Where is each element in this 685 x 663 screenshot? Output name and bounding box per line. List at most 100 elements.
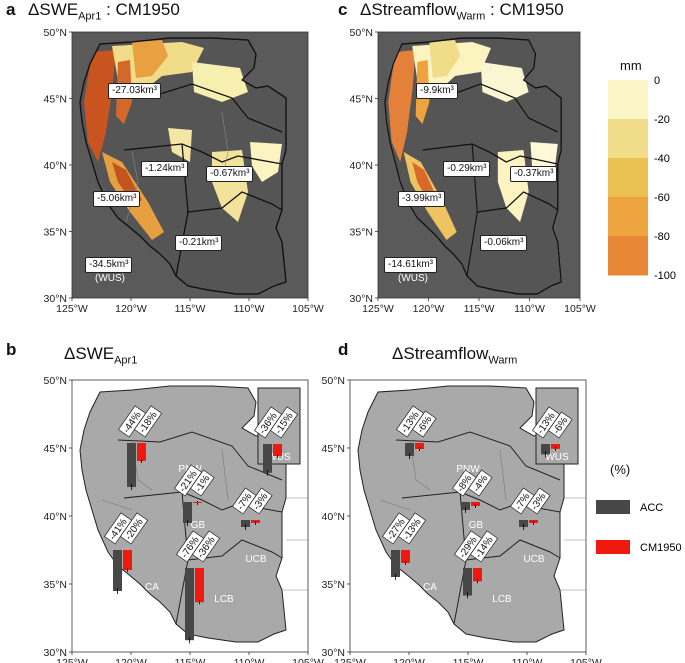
bar-acc-lcb (185, 568, 194, 641)
panel-a-title-main: ΔSWE (28, 0, 79, 19)
map-a-lon-tick: 125°W (56, 303, 88, 315)
map-b-lon-tick: 120°W (115, 657, 147, 663)
colorbar-tick: -40 (654, 153, 670, 165)
bar-cm1950-pnw (415, 443, 424, 449)
map-a-label-gb: -1.24km³ (141, 161, 189, 177)
region-name-wus: WUS (545, 452, 569, 463)
region-name-gb: GB (469, 520, 484, 531)
map-b-lat-tick: 45°N (44, 443, 67, 455)
map-b-lat-tick: 30°N (44, 647, 67, 659)
panel-c-title: ΔStreamflowWarm : CM1950 (360, 0, 564, 22)
panel-a-title-sub: Apr1 (78, 10, 102, 23)
colorbar-segment (608, 197, 648, 237)
colorbar-tick: -100 (654, 270, 676, 282)
legend: ACC CM1950 (596, 500, 682, 554)
map-a-lon-tick: 120°W (115, 303, 147, 315)
map-b-lon-tick: 105°W (292, 657, 324, 663)
bar-acc-ca (113, 550, 122, 591)
panel-d-title-sub: Warm (488, 354, 518, 367)
map-a (72, 32, 308, 298)
map-a-lon-tick: 105°W (292, 303, 324, 315)
colorbar-segment (608, 236, 648, 276)
map-c-label-pnw: -9.9km³ (416, 83, 458, 99)
map-c-lat-tick: 35°N (350, 227, 373, 239)
bar-acc-gb (183, 502, 192, 523)
colorbar-tick: -60 (654, 192, 670, 204)
map-a-label-pnw: -27.03km³ (108, 83, 162, 99)
colorbar-tick: -80 (654, 231, 670, 243)
map-a-lat-tick: 30°N (44, 293, 67, 305)
map-c-lon-tick: 120°W (413, 303, 445, 315)
map-d-lat-tick: 50°N (322, 375, 345, 387)
map-c-lat-tick: 30°N (350, 293, 373, 305)
bar-marks: WUS-44%-18%-21%-1%-7%-3%-41%-20%-76%-36%… (103, 387, 579, 644)
panel-letter-d: d (338, 340, 349, 359)
map-c-streamflow-change (388, 40, 558, 240)
map-c-lon-tick: 110°W (514, 303, 545, 315)
colorbar-tick: 0 (654, 75, 660, 87)
panel-a-title: ΔSWEApr1 : CM1950 (28, 0, 180, 22)
map-a-label-ucb: -0.67km³ (206, 166, 254, 182)
map-c-label-wus: -14.61km³ (384, 257, 438, 273)
map-c-label-ucb: -0.37km³ (510, 166, 558, 182)
map-a-label-lcb: -0.21km³ (175, 235, 223, 251)
bar-cm1950-wus (551, 444, 560, 449)
panel-d-title-main: ΔStreamflow (392, 344, 489, 363)
panel-c-title-main: ΔStreamflow (360, 0, 457, 19)
region-name-ucb: UCB (523, 554, 544, 565)
map-c-label-lcb: -0.06km³ (480, 235, 528, 251)
legend-label-acc: ACC (640, 502, 663, 514)
map-a-lat-tick: 50°N (44, 27, 67, 39)
legend-swatch-acc (596, 500, 630, 514)
region-name-pnw: PNW (456, 464, 480, 475)
region-name-gb: GB (191, 520, 206, 531)
map-c-label-wus-tag: (WUS) (398, 273, 428, 284)
region-name-ucb: UCB (245, 554, 266, 565)
map-a-lat-tick: 45°N (44, 94, 67, 106)
map-c-lat-tick: 45°N (350, 94, 373, 106)
region-name-ca: CA (423, 582, 437, 593)
bar-cm1950-ca (401, 550, 410, 563)
map-c-lat-tick: 40°N (350, 160, 373, 172)
map-d-lat-tick: 35°N (322, 579, 345, 591)
map-c-lon-tick: 105°W (564, 303, 596, 315)
panel-letter-b: b (6, 340, 17, 359)
colorbar-segment (608, 119, 648, 159)
map-a-lon-tick: 115°W (175, 303, 206, 315)
region-name-lcb: LCB (492, 594, 512, 605)
map-a-lat-tick: 40°N (44, 160, 67, 172)
map-d-lon-tick: 120°W (393, 657, 425, 663)
map-a-label-ca: -5.06km³ (93, 191, 141, 207)
bar-acc-wus (263, 444, 272, 473)
panel-a-title-suffix: : CM1950 (101, 0, 180, 19)
map-a-lat-tick: 35°N (44, 227, 67, 239)
colorbar-unit: mm (620, 58, 642, 73)
region-name-lcb: LCB (214, 594, 234, 605)
map-d-lat-tick: 30°N (322, 647, 345, 659)
bar-acc-ca (391, 550, 400, 577)
bar-acc-ucb (241, 520, 250, 527)
panel-b-title-main: ΔSWE (64, 344, 115, 363)
bar-cm1950-ca (123, 550, 132, 570)
map-c-label-ca: -3.99km³ (398, 191, 446, 207)
map-d-lon-tick: 125°W (334, 657, 366, 663)
legend-label-cm1950: CM1950 (640, 542, 682, 554)
panel-letter-c: c (338, 0, 348, 19)
map-a-label-wus: -34.5km³ (85, 257, 133, 273)
region-name-ca: CA (145, 582, 159, 593)
colorbar-segment (608, 158, 648, 198)
map-c-lon-tick: 125°W (362, 303, 394, 315)
map-a-label-wus-tag: (WUS) (95, 273, 125, 284)
bar-acc-gb (461, 502, 470, 510)
map-d-lat-tick: 45°N (322, 443, 345, 455)
region-name-wus: WUS (267, 452, 291, 463)
map-b-lon-tick: 115°W (175, 657, 206, 663)
colorbar: 0 -20 -40 -60 -80 -100 (608, 75, 676, 282)
map-d-lat-tick: 40°N (322, 511, 345, 523)
panel-b-title-sub: Apr1 (114, 354, 138, 367)
map-d-lon-tick: 110°W (512, 657, 543, 663)
bar-acc-lcb (463, 568, 472, 596)
map-c-lat-tick: 50°N (350, 27, 373, 39)
